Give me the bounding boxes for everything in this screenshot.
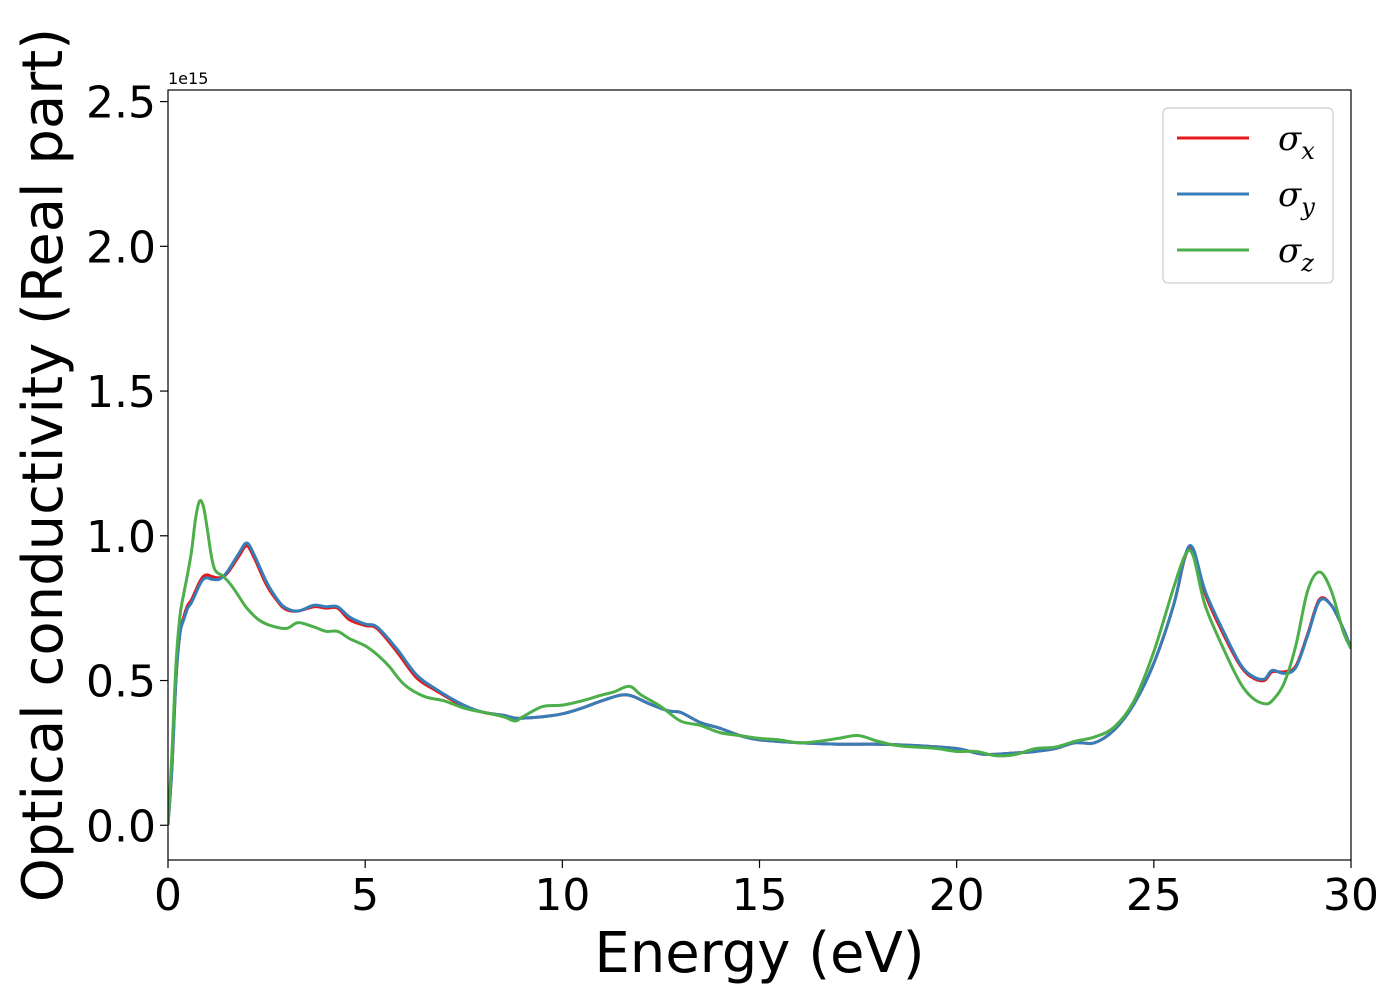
x-axis-label: Energy (eV) — [594, 921, 924, 986]
series-lines — [168, 498, 1351, 826]
x-tick-label: 20 — [929, 870, 985, 921]
y-tick-label: 0.5 — [86, 657, 156, 708]
y-tick-label: 1.5 — [86, 367, 156, 418]
x-axis-ticks: 0 5 10 15 20 25 30 — [154, 860, 1379, 921]
y-axis-label: Optical conductivity (Real part) — [11, 28, 76, 902]
x-tick-label: 25 — [1126, 870, 1182, 921]
y-tick-label: 2.5 — [86, 78, 156, 129]
plot-area — [168, 90, 1351, 860]
legend-label-sigma-y: σy — [1278, 175, 1315, 221]
series-line-sigma-y — [168, 541, 1351, 826]
x-tick-label: 10 — [534, 870, 590, 921]
y-tick-label: 1.0 — [86, 512, 156, 563]
series-line-sigma-z — [168, 498, 1351, 826]
legend-label-sigma-z: σz — [1278, 231, 1314, 277]
plot-background — [168, 90, 1351, 860]
x-tick-label: 30 — [1323, 870, 1379, 921]
x-tick-label: 5 — [351, 870, 379, 921]
y-tick-label: 0.0 — [86, 801, 156, 852]
y-axis-ticks: 0.0 0.5 1.0 1.5 2.0 2.5 — [86, 78, 168, 852]
legend-label-sigma-x: σx — [1278, 119, 1315, 165]
x-tick-label: 0 — [154, 870, 182, 921]
x-tick-label: 15 — [732, 870, 788, 921]
y-axis-offset-label: 1e15 — [168, 69, 208, 88]
y-tick-label: 2.0 — [86, 222, 156, 273]
legend: σx σy σz — [1162, 107, 1334, 284]
